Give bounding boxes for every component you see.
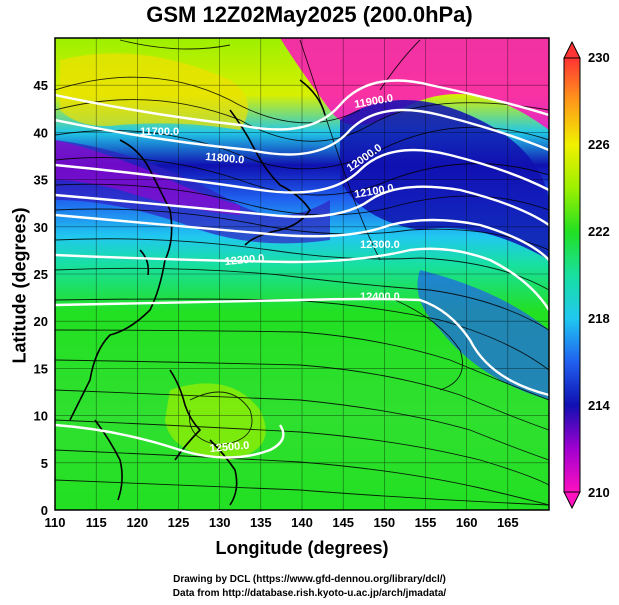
x-tick-label: 115 [86,515,107,530]
colorbar-tick-label: 214 [588,398,610,413]
y-tick-label: 10 [34,409,48,424]
height-contours [55,79,549,459]
x-axis-label: Longitude (degrees) [215,538,389,558]
x-tick-label: 125 [168,515,190,530]
contour-label: 11700.0 [140,126,179,138]
contour-labels: 11900.0 12000.0 11700.0 11800.0 12100.0 … [140,92,400,455]
y-axis: 0 5 10 15 20 25 30 35 40 45 [34,78,48,518]
colorbar-tick-label: 230 [588,50,610,65]
y-tick-label: 15 [34,361,48,376]
x-tick-label: 110 [45,515,66,530]
map-title: GSM 12Z02May2025 (200.0hPa) [146,2,473,27]
contour-label: 12200.0 [224,253,265,268]
lat-lon-grid [55,38,549,510]
colorbar-tick-label: 218 [588,311,610,326]
colorbar-tick-label: 210 [588,485,610,500]
footer-credit: Drawing by DCL (https://www.gfd-dennou.o… [173,574,446,585]
y-tick-label: 25 [34,267,48,282]
footer-source: Data from http://database.rish.kyoto-u.a… [172,588,447,599]
y-tick-label: 35 [34,173,48,188]
x-tick-label: 130 [209,515,231,530]
x-tick-label: 145 [332,515,354,530]
plot-frame [54,37,550,511]
contour-label: 12500.0 [209,440,250,455]
x-tick-label: 150 [373,515,395,530]
contour-label: 12400.0 [360,291,400,303]
x-axis: 110 115 120 125 130 135 140 145 150 155 … [45,515,519,530]
x-tick-label: 140 [291,515,313,530]
field-area [55,38,549,510]
x-tick-label: 160 [456,515,478,530]
y-tick-label: 0 [41,503,48,518]
y-tick-label: 45 [34,78,48,93]
x-tick-label: 120 [126,515,148,530]
y-tick-label: 40 [34,125,48,140]
colorbar-tick-label: 226 [588,137,610,152]
y-tick-label: 20 [34,314,48,329]
y-tick-label: 5 [41,456,48,471]
y-axis-label: Latitude (degrees) [9,207,30,364]
x-tick-label: 165 [497,515,519,530]
contour-label: 12300.0 [360,239,400,251]
x-tick-label: 155 [415,515,437,530]
colorbar: 230 226 222 218 214 210 [563,40,610,510]
y-tick-label: 30 [34,220,48,235]
x-tick-label: 135 [250,515,272,530]
colorbar-tick-label: 222 [588,224,610,239]
contour-label: 11800.0 [205,151,245,166]
